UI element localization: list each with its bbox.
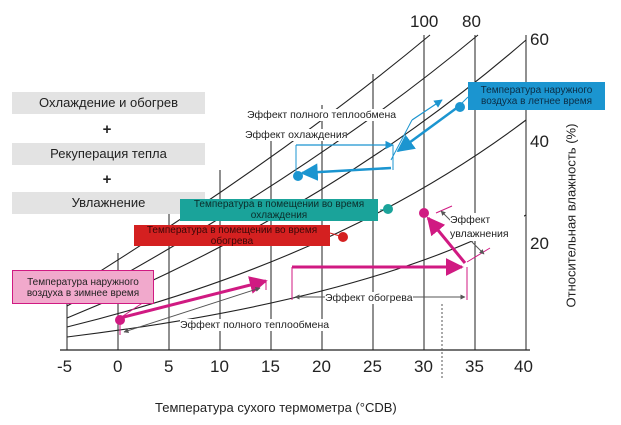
winter-outdoor-label: Температура наружного воздуха в зимнее в…: [12, 270, 154, 304]
full-exchange-winter-annotation: Эффект полного теплообмена: [180, 319, 330, 331]
x-tick-label: 10: [210, 357, 229, 376]
y-axis-title: Относительная влажность (%): [563, 123, 579, 308]
x-tick-label: 15: [261, 357, 280, 376]
rh-curve-label-80: 80: [462, 12, 481, 31]
winter-outdoor-point: [115, 315, 125, 325]
state-points: [115, 102, 465, 325]
step-heat-recovery: Рекуперация тепла: [12, 143, 205, 165]
summer-outdoor-point: [455, 102, 465, 112]
x-tick-label: 5: [164, 357, 174, 376]
plus-sign-1: +: [102, 121, 112, 138]
x-tick-label: 35: [465, 357, 484, 376]
x-axis-title: Температура сухого термометра (°CDB): [155, 400, 397, 415]
step-cooling-heating: Охлаждение и обогрев: [12, 92, 205, 114]
heating-indoor-point: [338, 232, 348, 242]
plus-sign-2: +: [102, 171, 112, 188]
cooling-effect-annotation: Эффект охлаждения: [245, 129, 348, 141]
humidified-point: [419, 208, 429, 218]
heating-effect-annotation: Эффект обогрева: [325, 292, 413, 304]
summer-process: [295, 99, 459, 181]
rh-right-label-40: 40: [530, 132, 549, 151]
summer-outdoor-label: Температура наружного воздуха в летнее в…: [468, 82, 605, 110]
heating-indoor-label: Температура в помещении во время обогрев…: [134, 225, 330, 247]
full-exchange-summer-annotation: Эффект полного теплообмена: [247, 109, 397, 121]
step-humidification: Увлажнение: [12, 192, 205, 214]
cooling-indoor-point: [383, 204, 393, 214]
x-tick-label: -5: [57, 357, 73, 376]
x-tick-label: 0: [113, 357, 123, 376]
summer-indoor-point: [293, 171, 303, 181]
rh-right-label-60: 60: [530, 30, 549, 49]
rh-right-label-20: 20: [530, 234, 549, 253]
x-tick-label: 25: [363, 357, 382, 376]
x-tick-label: 20: [312, 357, 331, 376]
cooling-indoor-label: Температура в помещении во время охлажде…: [180, 199, 378, 221]
rh-curve-label-100: 100: [410, 12, 439, 31]
humidification-effect-annotation: Эффект увлажнения: [450, 213, 524, 241]
x-tick-label: 30: [414, 357, 433, 376]
x-tick-label: 40: [514, 357, 533, 376]
